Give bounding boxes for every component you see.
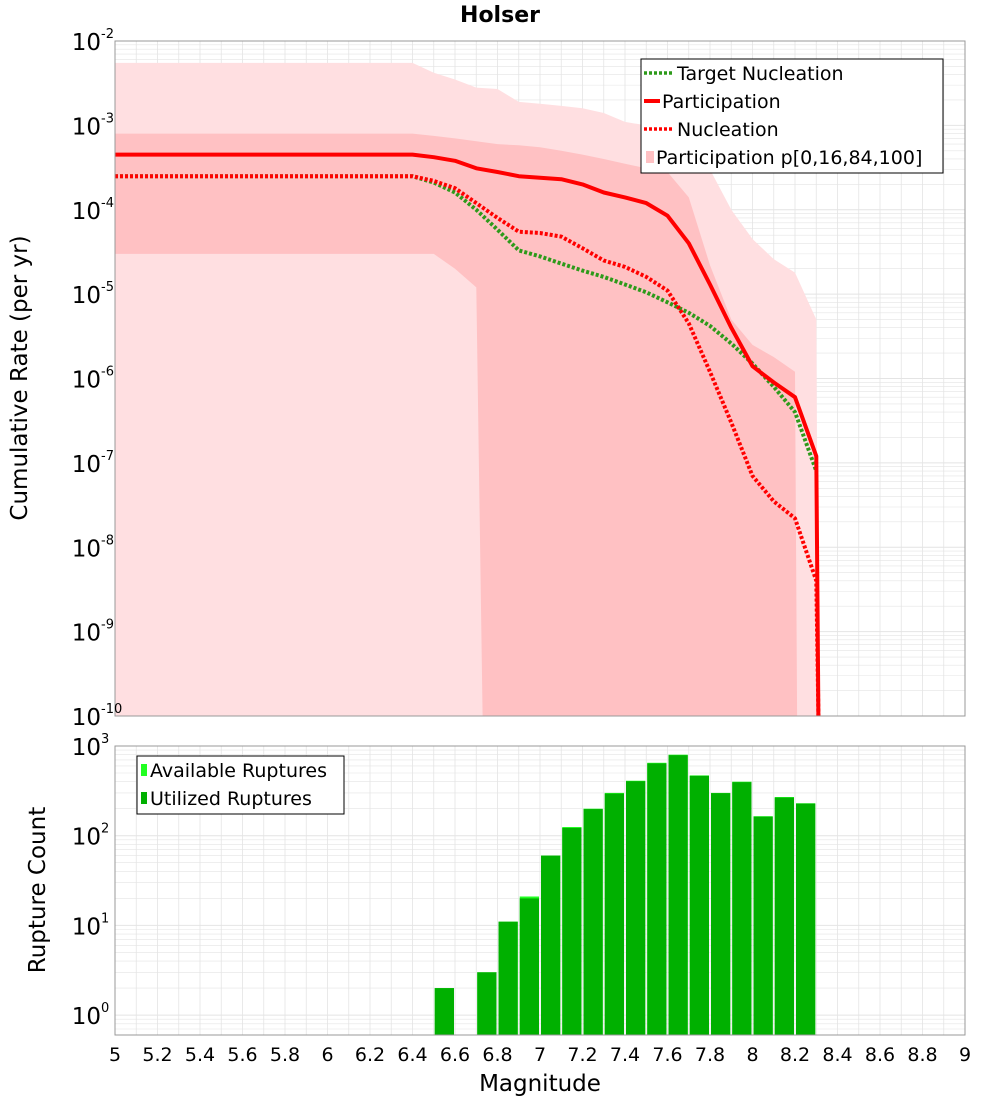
chart-title: Holser xyxy=(460,3,540,28)
rate-y-tick-label: 10 xyxy=(72,30,101,56)
legend-target-nucleation-label: Target Nucleation xyxy=(676,63,844,85)
legend-available-label: Available Ruptures xyxy=(150,760,327,782)
rate-y-tick-exponent: -9 xyxy=(101,618,114,633)
magnitude-x-tick-label: 5.2 xyxy=(142,1044,172,1066)
legend-participation-band-label: Participation p[0,16,84,100] xyxy=(656,147,922,169)
utilized-ruptures-bar xyxy=(477,972,497,1035)
utilized-ruptures-bar xyxy=(626,781,646,1035)
utilized-ruptures-bar xyxy=(689,775,709,1035)
rate-y-tick-exponent: -3 xyxy=(101,111,114,126)
magnitude-x-tick-label: 5.8 xyxy=(270,1044,300,1066)
rate-y-tick-exponent: -6 xyxy=(101,365,114,380)
utilized-ruptures-bar xyxy=(541,855,561,1035)
rate-plot-border xyxy=(114,40,966,717)
rupture-y-axis-label: Rupture Count xyxy=(25,807,51,973)
rate-y-tick-exponent: -8 xyxy=(101,533,114,548)
utilized-ruptures-bar xyxy=(498,921,518,1035)
magnitude-x-ticks: 5 5.2 5.4 5.6 5.8 6 6.2 6.4 6.6 6.8 7 7.2 7.4 7.6 7.8 8… xyxy=(109,1044,971,1066)
magnitude-x-tick-label: 8.2 xyxy=(780,1044,810,1066)
legend-participation-label: Participation xyxy=(662,91,781,113)
rate-percentile-bands xyxy=(115,62,819,717)
magnitude-x-tick-label: 9 xyxy=(959,1044,971,1066)
magnitude-x-tick-label: 5.6 xyxy=(227,1044,257,1066)
magnitude-x-tick-label: 8.8 xyxy=(907,1044,937,1066)
rate-y-tick-label: 10 xyxy=(72,536,101,562)
rupture-y-tick-exponent: 0 xyxy=(101,1001,109,1016)
rupture-y-tick-label: 10 xyxy=(72,914,101,940)
rupture-y-tick-label: 10 xyxy=(72,1004,101,1030)
utilized-ruptures-bar xyxy=(519,898,539,1035)
rupture-y-tick-exponent: 1 xyxy=(101,911,109,926)
rupture-y-tick-label: 10 xyxy=(72,825,101,851)
rate-y-tick-label: 10 xyxy=(72,705,101,731)
magnitude-x-tick-label: 7.4 xyxy=(610,1044,640,1066)
rate-legend: Target Nucleation Participation Nucleati… xyxy=(640,58,944,174)
utilized-ruptures-bar xyxy=(647,763,667,1035)
magnitude-x-tick-label: 5.4 xyxy=(185,1044,215,1066)
rate-y-tick-label: 10 xyxy=(72,283,101,309)
rate-y-tick-exponent: -10 xyxy=(101,702,122,717)
rupture-y-tick-exponent: 3 xyxy=(101,732,109,747)
legend-utilized-label: Utilized Ruptures xyxy=(150,788,312,810)
rupture-legend: Available Ruptures Utilized Ruptures xyxy=(136,755,345,815)
participation-band-inner xyxy=(115,133,798,717)
magnitude-x-tick-label: 7 xyxy=(534,1044,546,1066)
rate-y-tick-label: 10 xyxy=(72,199,101,225)
magnitude-x-tick-label: 7.6 xyxy=(652,1044,682,1066)
magnitude-x-tick-label: 5 xyxy=(109,1044,121,1066)
legend-utilized-swatch xyxy=(141,792,147,804)
magnitude-x-tick-label: 8 xyxy=(746,1044,758,1066)
rate-y-tick-label: 10 xyxy=(72,452,101,478)
magnitude-x-tick-label: 6.4 xyxy=(397,1044,427,1066)
utilized-ruptures-bar xyxy=(434,988,454,1035)
rupture-y-tick-exponent: 2 xyxy=(101,822,109,837)
rupture-legend-box xyxy=(136,755,345,815)
x-axis-label: Magnitude xyxy=(479,1071,601,1097)
utilized-ruptures-bar xyxy=(583,809,603,1035)
utilized-ruptures-bar xyxy=(774,797,794,1035)
legend-available-swatch xyxy=(141,764,147,776)
magnitude-x-tick-label: 6 xyxy=(321,1044,333,1066)
rate-y-tick-label: 10 xyxy=(72,114,101,140)
magnitude-x-tick-label: 8.4 xyxy=(822,1044,852,1066)
utilized-ruptures-bar xyxy=(711,793,731,1035)
utilized-ruptures-bar xyxy=(604,793,624,1035)
magnitude-x-tick-label: 6.2 xyxy=(355,1044,385,1066)
rate-legend-box xyxy=(640,58,944,174)
utilized-ruptures-bar xyxy=(732,782,752,1035)
rupture-bars xyxy=(434,754,816,1035)
participation-line xyxy=(115,152,821,717)
legend-participation-band-swatch xyxy=(646,151,654,163)
magnitude-x-tick-label: 6.8 xyxy=(482,1044,512,1066)
magnitude-x-tick-label: 8.6 xyxy=(865,1044,895,1066)
magnitude-x-tick-label: 7.8 xyxy=(695,1044,725,1066)
rate-y-axis-label: Cumulative Rate (per yr) xyxy=(7,235,33,520)
utilized-ruptures-bar xyxy=(668,755,688,1035)
utilized-ruptures-bar xyxy=(753,816,773,1035)
utilized-ruptures-bar xyxy=(796,803,816,1035)
rate-y-tick-exponent: -4 xyxy=(101,196,114,211)
rate-series-lines xyxy=(115,152,821,717)
nucleation-line xyxy=(115,174,821,717)
magnitude-x-tick-label: 7.2 xyxy=(567,1044,597,1066)
rupture-plot-border xyxy=(114,745,966,1036)
legend-nucleation-label: Nucleation xyxy=(677,119,779,141)
rupture-y-tick-label: 10 xyxy=(72,735,101,761)
rate-y-tick-label: 10 xyxy=(72,621,101,647)
utilized-ruptures-bar xyxy=(562,827,582,1035)
magnitude-x-tick-label: 6.6 xyxy=(440,1044,470,1066)
rate-y-tick-exponent: -5 xyxy=(101,280,114,295)
rate-y-tick-exponent: -7 xyxy=(101,449,114,464)
rate-y-tick-label: 10 xyxy=(72,368,101,394)
rate-y-tick-exponent: -2 xyxy=(101,27,114,42)
